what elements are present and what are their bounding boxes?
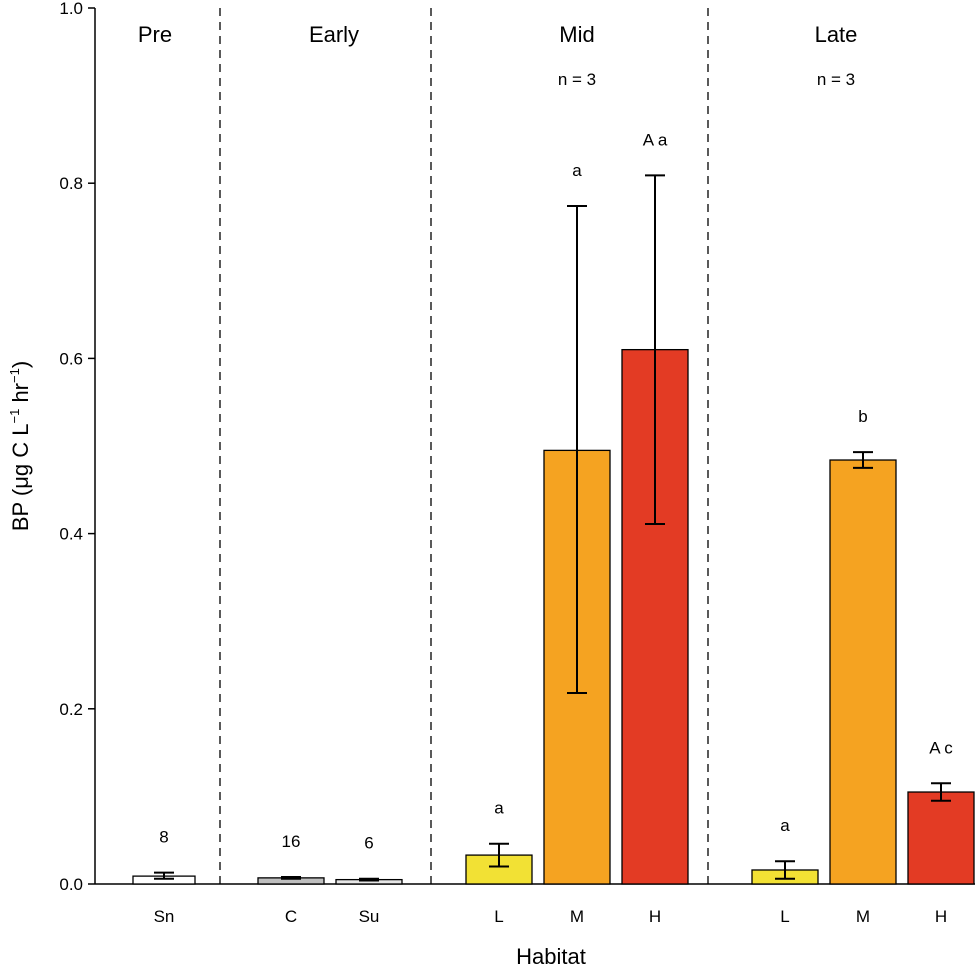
x-category-label: M (856, 907, 870, 926)
bar (907, 791, 975, 885)
bar-annotation: a (572, 161, 582, 180)
bar-annotation: a (494, 799, 504, 818)
bar-annotation: 6 (364, 834, 373, 853)
y-axis-title-prefix: BP ( (8, 488, 33, 531)
x-category-label: Sn (154, 907, 175, 926)
bar-annotation: A a (643, 130, 668, 149)
bar-annotation: 16 (282, 832, 301, 851)
y-tick-label: 0.4 (59, 525, 83, 544)
bar-annotation: b (858, 407, 867, 426)
x-category-label: M (570, 907, 584, 926)
y-tick-label: 0.8 (59, 174, 83, 193)
y-tick-label: 0.6 (59, 349, 83, 368)
phase-title: Early (309, 22, 359, 47)
bar-annotation: a (780, 816, 790, 835)
y-axis-title-exp2: −1 (7, 368, 22, 383)
phase-sample-size: n = 3 (558, 70, 596, 89)
y-axis-title-unit1: g C L (8, 424, 33, 477)
bar-annotation: A c (929, 738, 953, 757)
phase-title: Late (815, 22, 858, 47)
y-tick-label: 0.2 (59, 700, 83, 719)
y-tick-label: 0.0 (59, 875, 83, 894)
y-axis-title-unit2: hr (8, 383, 33, 409)
bar-annotation: 8 (159, 828, 168, 847)
phase-title: Mid (559, 22, 594, 47)
x-category-label: L (780, 907, 789, 926)
y-tick-label: 1.0 (59, 0, 83, 18)
phase-title: Pre (138, 22, 172, 47)
x-category-label: L (494, 907, 503, 926)
bar (829, 459, 897, 885)
phase-sample-size: n = 3 (817, 70, 855, 89)
phase-labels: Pre Early Mid n = 3 Late n = 3 (138, 22, 858, 89)
x-category-label: H (935, 907, 947, 926)
x-category-label: H (649, 907, 661, 926)
y-axis-title-suffix: ) (8, 361, 33, 368)
x-category-label: C (285, 907, 297, 926)
y-axis-title-exp1: −1 (7, 409, 22, 424)
x-category-label: Su (359, 907, 380, 926)
phase-dividers (219, 8, 709, 884)
y-axis-title: BP (μg C L−1 hr−1) (7, 361, 33, 531)
x-axis-title: Habitat (516, 944, 586, 967)
y-axis-title-mu: μ (8, 476, 33, 489)
y-ticks: 0.0 0.2 0.4 0.6 0.8 1.0 (59, 0, 95, 894)
bars-group: 8 Sn 16 C 6 Su a La M A a Ha Lb M A c H (132, 130, 975, 926)
